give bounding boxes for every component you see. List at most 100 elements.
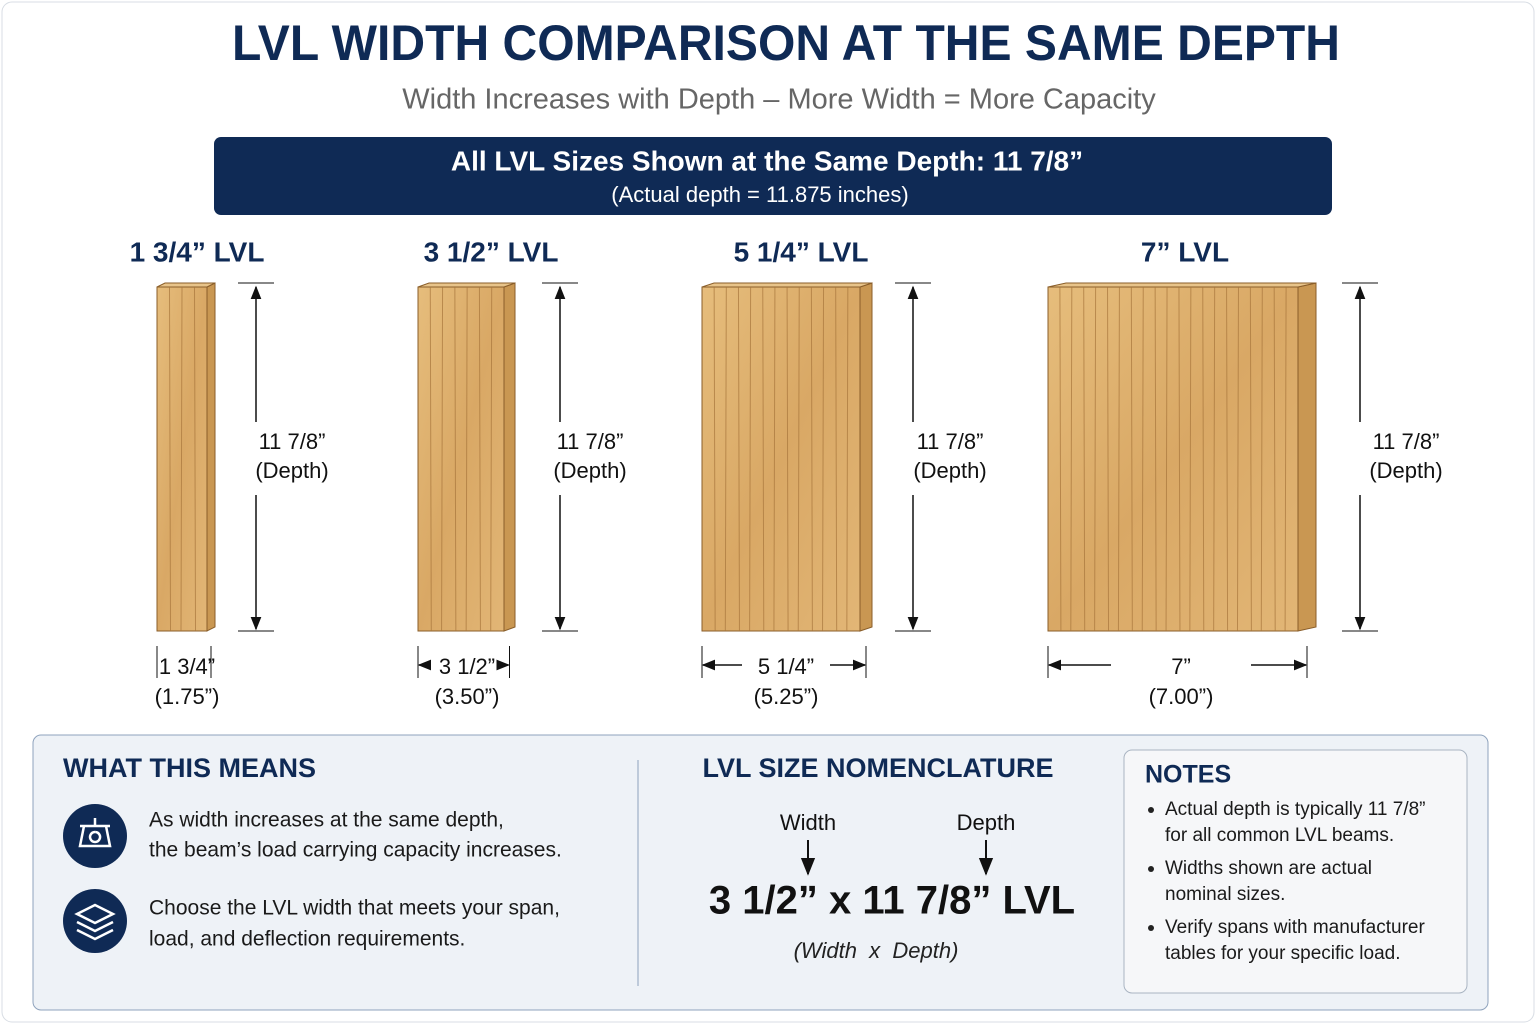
- depth-note: (Depth): [913, 458, 986, 483]
- grain: [1236, 286, 1239, 632]
- notes-list: Actual depth is typically 11 7/8” for all…: [1148, 799, 1426, 964]
- depth-note: (Depth): [553, 458, 626, 483]
- beam-side: [859, 282, 873, 632]
- banner-title: All LVL Sizes Shown at the Same Depth: 1…: [451, 145, 1083, 176]
- note-text: for all common LVL beams.: [1165, 825, 1394, 846]
- beam-top: [156, 282, 216, 288]
- banner-subtitle: (Actual depth = 11.875 inches): [611, 182, 908, 207]
- note-text: Widths shown are actual: [1165, 858, 1372, 879]
- beam-top: [701, 282, 873, 288]
- grain: [454, 286, 457, 632]
- nomenclature-title: LVL SIZE NOMENCLATURE: [703, 753, 1054, 783]
- grain: [194, 286, 196, 632]
- grain: [1130, 286, 1133, 632]
- grain: [1165, 286, 1168, 632]
- grain: [1202, 286, 1205, 632]
- means-text: As width increases at the same depth,: [149, 809, 504, 832]
- grain: [737, 286, 740, 632]
- bullet: [1148, 866, 1154, 872]
- grain: [835, 286, 838, 632]
- grain: [1070, 286, 1073, 632]
- width-note: (1.75”): [155, 684, 220, 709]
- depth-note: (Depth): [1369, 458, 1442, 483]
- beam-face: [701, 286, 861, 632]
- note-text: Actual depth is typically 11 7/8”: [1165, 799, 1426, 820]
- beam-side: [503, 282, 516, 632]
- beams: 1 3/4” LVL 11 7/8” (Depth) 1 3/4” (1.75”) 3 1…: [130, 236, 1443, 708]
- grain: [441, 286, 444, 632]
- width-value: 1 3/4”: [159, 654, 215, 679]
- grain: [490, 286, 493, 632]
- beam-label: 3 1/2” LVL: [424, 236, 559, 267]
- depth-note: (Depth): [255, 458, 328, 483]
- depth-label: Depth: [957, 810, 1016, 835]
- grain: [724, 286, 727, 632]
- grain: [1260, 286, 1263, 632]
- width-value: 7”: [1171, 654, 1191, 679]
- grain: [478, 286, 481, 632]
- width-value: 5 1/4”: [758, 654, 814, 679]
- grain: [1059, 286, 1062, 632]
- bullet: [1148, 807, 1154, 813]
- depth-value: 11 7/8”: [557, 429, 624, 454]
- grain: [810, 286, 813, 632]
- width-note: (5.25”): [754, 684, 819, 709]
- grain: [1117, 286, 1120, 632]
- banner: [214, 137, 1332, 215]
- grain: [1178, 286, 1181, 632]
- notes-title: NOTES: [1145, 761, 1231, 789]
- layers-glyph: [74, 903, 116, 941]
- grain: [1284, 286, 1287, 632]
- means-text: Choose the LVL width that meets your spa…: [149, 897, 560, 920]
- grain: [786, 286, 789, 632]
- grain: [713, 286, 716, 632]
- note-text: tables for your specific load.: [1165, 943, 1401, 964]
- depth-value: 11 7/8”: [1373, 429, 1440, 454]
- example-size: 3 1/2” x 11 7/8” LVL: [709, 879, 1075, 923]
- grain: [1107, 286, 1110, 632]
- beam-top: [417, 282, 516, 288]
- grain: [1249, 286, 1252, 632]
- grain: [773, 286, 776, 632]
- grain: [180, 286, 183, 632]
- grain: [1213, 286, 1216, 632]
- means-title: WHAT THIS MEANS: [63, 753, 316, 783]
- formula: (Width x Depth): [794, 938, 959, 963]
- grain: [749, 286, 752, 632]
- width-note: (3.50”): [435, 684, 500, 709]
- grain: [797, 286, 800, 632]
- scale-icon: [63, 804, 127, 868]
- grain: [1273, 286, 1276, 632]
- notes-box: [1123, 749, 1468, 994]
- note-text: nominal sizes.: [1165, 884, 1285, 905]
- grain: [1094, 286, 1097, 632]
- beam-top: [1047, 282, 1317, 288]
- note-text: Verify spans with manufacturer: [1165, 917, 1425, 938]
- means-text: the beam’s load carrying capacity increa…: [149, 839, 562, 862]
- grain: [429, 286, 432, 632]
- means-text: load, and deflection requirements.: [149, 928, 465, 951]
- grain: [846, 286, 849, 632]
- grain: [1189, 286, 1192, 632]
- beam-face: [1047, 286, 1299, 632]
- beam-side: [1297, 282, 1317, 632]
- grain: [169, 286, 171, 632]
- grain: [1083, 286, 1086, 632]
- grain: [465, 286, 468, 632]
- grain: [1154, 286, 1157, 632]
- grain: [762, 286, 765, 632]
- width-label: Width: [780, 810, 836, 835]
- grain: [822, 286, 825, 632]
- depth-value: 11 7/8”: [917, 429, 984, 454]
- beam-label: 7” LVL: [1141, 236, 1229, 267]
- bullet: [1148, 925, 1154, 931]
- width-value: 3 1/2”: [439, 654, 495, 679]
- grain: [1141, 286, 1144, 632]
- beam-label: 5 1/4” LVL: [734, 236, 869, 267]
- depth-value: 11 7/8”: [259, 429, 326, 454]
- beam-side: [206, 282, 216, 632]
- width-note: (7.00”): [1149, 684, 1214, 709]
- title: LVL WIDTH COMPARISON AT THE SAME DEPTH: [232, 15, 1340, 71]
